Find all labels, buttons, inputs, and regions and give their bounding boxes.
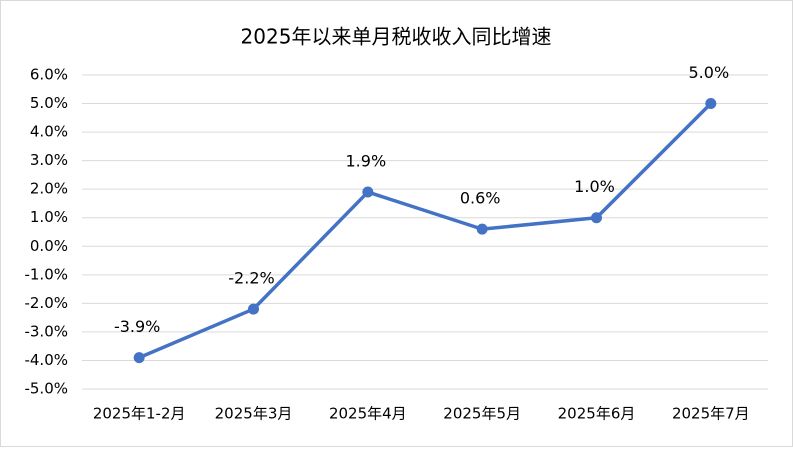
x-tick-label: 2025年4月 [329, 405, 407, 423]
x-tick-label: 2025年3月 [215, 405, 293, 423]
marker [248, 303, 259, 315]
data-label: 0.6% [460, 189, 501, 208]
y-tick-label: -1.0% [24, 265, 68, 283]
marker [133, 352, 145, 364]
marker [362, 186, 374, 198]
data-label: 1.0% [574, 177, 615, 196]
x-tick-label: 2025年6月 [558, 405, 636, 423]
y-tick-label: -2.0% [24, 294, 68, 312]
data-label: -3.9% [114, 317, 160, 336]
chart-title: 2025年以来单月税收收入同比增速 [241, 25, 552, 49]
data-label: -2.2% [228, 269, 274, 288]
y-tick-label: 1.0% [30, 208, 68, 226]
y-tick-label: 3.0% [30, 151, 68, 169]
marker [705, 98, 717, 110]
y-tick-label: 0.0% [30, 237, 68, 255]
y-tick-label: 6.0% [30, 66, 68, 84]
y-tick-label: 5.0% [30, 94, 68, 112]
x-tick-label: 2025年7月 [672, 405, 750, 423]
y-tick-label: -5.0% [24, 380, 68, 398]
y-tick-label: -3.0% [24, 322, 68, 340]
y-tick-label: 2.0% [30, 180, 68, 198]
x-tick-label: 2025年5月 [443, 405, 521, 423]
y-tick-label: -4.0% [24, 351, 68, 369]
data-label: 5.0% [689, 63, 730, 82]
line [138, 102, 713, 360]
y-tick-label: 4.0% [30, 123, 68, 141]
data-label: 1.9% [346, 152, 387, 171]
marker [591, 212, 602, 224]
x-tick-label: 2025年1-2月 [93, 405, 186, 423]
marker [476, 223, 488, 235]
